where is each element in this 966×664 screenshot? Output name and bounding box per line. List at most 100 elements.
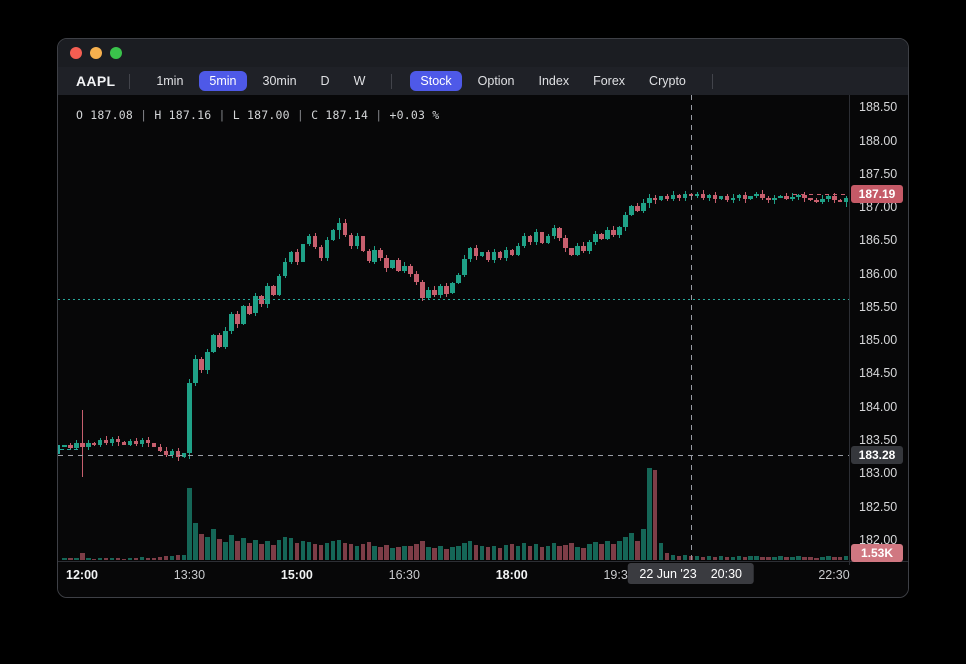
candle <box>748 196 753 200</box>
volume-bar <box>557 546 562 560</box>
volume-bar <box>74 557 79 560</box>
market-button-stock[interactable]: Stock <box>410 71 462 91</box>
timeframe-button-5min[interactable]: 5min <box>199 71 247 91</box>
candle <box>86 442 91 447</box>
crosshair-price-badge: 183.28 <box>851 445 903 464</box>
timeframe-button-1min[interactable]: 1min <box>156 74 184 88</box>
volume-bar <box>629 532 634 560</box>
market-button-forex[interactable]: Forex <box>593 74 626 88</box>
volume-bar <box>402 545 407 560</box>
volume-bar <box>706 556 712 560</box>
ohlc-separator: | <box>289 108 312 122</box>
volume-bar <box>485 547 491 560</box>
candle <box>324 240 330 258</box>
candle <box>438 285 443 295</box>
candle <box>569 248 574 255</box>
timeframe-button-w[interactable]: W <box>353 74 366 88</box>
candle <box>784 195 789 199</box>
volume-bar <box>736 556 741 560</box>
timeframe-button-d[interactable]: D <box>320 74 330 88</box>
volume-bar <box>843 555 849 560</box>
candle <box>80 443 85 447</box>
candle <box>539 232 544 243</box>
volume-bar <box>742 557 747 560</box>
volume-bar <box>563 545 568 560</box>
volume-bar <box>533 544 539 560</box>
candle <box>187 383 192 454</box>
crosshair-time-badge: 22 Jun '23 20:30 <box>627 563 754 584</box>
volume-bar <box>193 522 198 560</box>
price-axis-label: 183.00 <box>859 466 898 481</box>
volume-bar <box>748 556 753 560</box>
volume-bar <box>241 538 246 560</box>
market-button-crypto[interactable]: Crypto <box>649 74 686 88</box>
candle <box>760 193 765 198</box>
title-bar[interactable] <box>58 39 908 67</box>
volume-bar <box>68 558 73 560</box>
candle <box>163 450 169 455</box>
candle <box>497 252 503 258</box>
zoom-button[interactable] <box>110 47 122 59</box>
minimize-button[interactable] <box>90 47 102 59</box>
candle <box>533 232 539 242</box>
candle <box>360 236 365 251</box>
volume-bar <box>551 543 556 560</box>
time-axis-label: 22:30 <box>818 568 850 582</box>
candle <box>450 282 455 294</box>
time-axis-label: 13:30 <box>173 568 206 582</box>
volume-bar <box>664 552 670 560</box>
candle <box>820 199 825 202</box>
volume-bar <box>223 542 228 560</box>
candle <box>647 197 652 203</box>
close-button[interactable] <box>70 47 82 59</box>
price-axis-label: 182.00 <box>859 532 898 547</box>
volume-bar <box>103 558 109 560</box>
volume-bar <box>635 540 640 560</box>
volume-bar <box>694 555 700 560</box>
volume-bar <box>294 543 300 560</box>
chart-area[interactable]: O 187.08 | H 187.16 | L 187.00 | C 187.1… <box>58 95 908 597</box>
ohlc-segment: +0.03 % <box>389 108 440 122</box>
candle <box>145 439 151 444</box>
candle <box>772 197 777 201</box>
candle <box>229 313 234 331</box>
candle <box>527 236 533 242</box>
volume-bar <box>509 543 515 560</box>
volume-bar <box>259 544 264 560</box>
volume-bar <box>408 546 413 560</box>
price-axis-label: 184.50 <box>859 366 898 381</box>
toolbar-separator <box>711 73 713 89</box>
price-axis-label: 188.50 <box>859 100 898 115</box>
candle <box>109 438 115 443</box>
market-button-option[interactable]: Option <box>477 74 515 88</box>
candle <box>103 439 109 443</box>
volume-bar <box>229 534 234 560</box>
candle <box>288 252 294 262</box>
time-axis-label: 18:00 <box>495 568 528 582</box>
volume-bar <box>479 546 485 560</box>
volume-bar <box>139 557 145 560</box>
last-price-line <box>793 194 849 196</box>
candle <box>384 257 389 269</box>
volume-bar <box>682 555 688 560</box>
candle <box>832 196 837 200</box>
volume-bar <box>754 555 759 560</box>
volume-bar <box>808 557 813 560</box>
candle <box>342 223 348 235</box>
volume-bar <box>97 557 103 560</box>
candle <box>754 193 759 197</box>
timeframe-button-30min[interactable]: 30min <box>262 74 297 88</box>
candle <box>348 235 354 246</box>
price-axis-label: 186.00 <box>859 266 898 281</box>
candle <box>467 248 473 259</box>
candle <box>587 241 592 251</box>
candle <box>199 358 204 371</box>
volume-bar <box>760 556 765 560</box>
candle <box>479 252 485 257</box>
time-axis-label: 16:30 <box>388 568 420 582</box>
price-axis[interactable]: 188.50 188.00 187.50 187.00 186.50 186.00 185.… <box>849 95 908 561</box>
market-button-index[interactable]: Index <box>538 74 570 88</box>
candle <box>378 249 383 258</box>
volume-bar <box>772 556 777 560</box>
candle <box>658 196 664 201</box>
